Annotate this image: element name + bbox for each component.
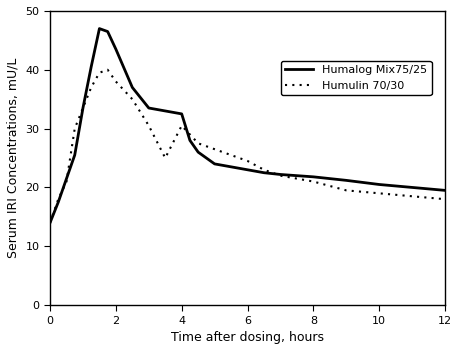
Humulin 70/30 xyxy=(179,124,185,128)
Humalog Mix75/25 xyxy=(56,200,61,204)
Humalog Mix75/25 xyxy=(89,65,94,69)
Humulin 70/30 xyxy=(376,191,382,196)
Humalog Mix75/25 xyxy=(343,178,349,183)
Humalog Mix75/25 xyxy=(179,112,185,116)
Humulin 70/30 xyxy=(343,188,349,192)
Humalog Mix75/25 xyxy=(146,106,151,110)
Humulin 70/30 xyxy=(105,68,111,72)
Humalog Mix75/25 xyxy=(64,177,69,181)
Humulin 70/30 xyxy=(261,168,267,172)
X-axis label: Time after dosing, hours: Time after dosing, hours xyxy=(171,331,324,344)
Humulin 70/30 xyxy=(278,173,283,178)
Humalog Mix75/25 xyxy=(105,29,111,34)
Humalog Mix75/25 xyxy=(261,171,267,175)
Humalog Mix75/25 xyxy=(162,109,168,113)
Humalog Mix75/25 xyxy=(72,153,78,157)
Humalog Mix75/25 xyxy=(47,221,53,225)
Humalog Mix75/25 xyxy=(442,188,448,192)
Humulin 70/30 xyxy=(72,126,78,131)
Humulin 70/30 xyxy=(56,197,61,201)
Humulin 70/30 xyxy=(64,179,69,184)
Humalog Mix75/25 xyxy=(376,183,382,187)
Humulin 70/30 xyxy=(80,106,86,110)
Humulin 70/30 xyxy=(97,71,102,75)
Humalog Mix75/25 xyxy=(278,172,283,177)
Humulin 70/30 xyxy=(409,194,415,198)
Line: Humalog Mix75/25: Humalog Mix75/25 xyxy=(50,28,445,223)
Humulin 70/30 xyxy=(47,221,53,225)
Y-axis label: Serum IRI Concentrations, mU/L: Serum IRI Concentrations, mU/L xyxy=(7,58,20,258)
Humulin 70/30 xyxy=(294,177,300,181)
Humalog Mix75/25 xyxy=(80,106,86,110)
Humulin 70/30 xyxy=(89,85,94,90)
Humulin 70/30 xyxy=(245,159,250,163)
Humalog Mix75/25 xyxy=(113,47,118,51)
Line: Humulin 70/30: Humulin 70/30 xyxy=(50,70,445,223)
Humulin 70/30 xyxy=(113,79,118,84)
Humulin 70/30 xyxy=(228,153,234,157)
Humalog Mix75/25 xyxy=(212,162,218,166)
Legend: Humalog Mix75/25, Humulin 70/30: Humalog Mix75/25, Humulin 70/30 xyxy=(281,61,431,95)
Humalog Mix75/25 xyxy=(97,26,102,31)
Humulin 70/30 xyxy=(311,179,316,184)
Humalog Mix75/25 xyxy=(245,168,250,172)
Humalog Mix75/25 xyxy=(129,85,135,90)
Humulin 70/30 xyxy=(146,124,151,128)
Humalog Mix75/25 xyxy=(311,175,316,179)
Humalog Mix75/25 xyxy=(294,173,300,178)
Humalog Mix75/25 xyxy=(228,165,234,169)
Humulin 70/30 xyxy=(442,197,448,201)
Humalog Mix75/25 xyxy=(187,138,193,143)
Humalog Mix75/25 xyxy=(409,185,415,190)
Humulin 70/30 xyxy=(162,156,168,160)
Humulin 70/30 xyxy=(196,141,201,145)
Humulin 70/30 xyxy=(212,147,218,151)
Humulin 70/30 xyxy=(129,97,135,101)
Humalog Mix75/25 xyxy=(196,150,201,154)
